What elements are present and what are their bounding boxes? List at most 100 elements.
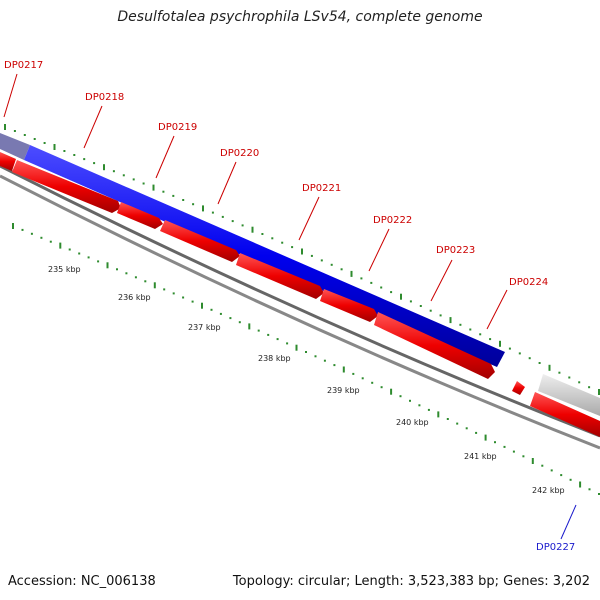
tick-lower-31 — [305, 351, 307, 353]
forward-strand-features — [0, 133, 600, 416]
gene-label-dp0219[interactable]: DP0219 — [158, 122, 197, 133]
tick-upper-57 — [568, 376, 571, 379]
tick-lower-28 — [276, 338, 279, 341]
tick-upper-2 — [23, 134, 26, 136]
gene-label-dp0217[interactable]: DP0217 — [4, 60, 43, 71]
gene-label-dp0223[interactable]: DP0223 — [436, 245, 475, 256]
tick-lower-48 — [465, 427, 468, 430]
callout-line-dp0222 — [368, 228, 390, 272]
tick-lower-39 — [380, 386, 383, 389]
tick-upper-34 — [340, 268, 343, 271]
tick-upper-18 — [182, 199, 185, 201]
tick-upper-49 — [489, 338, 492, 341]
callout-line-dp0223 — [430, 259, 453, 302]
gene-feature-blue[interactable] — [24, 145, 505, 367]
tick-upper-13 — [132, 178, 135, 181]
tick-upper-27 — [271, 237, 274, 240]
scale-label-241: 241 kbp — [464, 452, 497, 461]
tick-lower-59 — [569, 478, 572, 481]
tick-upper-47 — [469, 328, 472, 331]
tick-lower-40 — [390, 388, 393, 395]
tick-lower-44 — [427, 408, 430, 411]
tick-upper-22 — [221, 215, 224, 218]
tick-lower-22 — [219, 312, 222, 315]
genome-summary-text: Topology: circular; Length: 3,523,383 bp… — [232, 574, 590, 589]
tick-upper-56 — [558, 371, 561, 374]
tick-upper-30 — [301, 248, 303, 255]
tick-lower-53 — [512, 450, 515, 453]
gene-feature-red-5[interactable] — [236, 253, 324, 299]
gene-feature-red-1[interactable] — [0, 152, 16, 171]
tick-lower-36 — [352, 372, 355, 375]
gene-feature-red-6[interactable] — [320, 289, 378, 322]
tick-upper-58 — [578, 381, 581, 384]
tick-lower-46 — [446, 418, 449, 420]
gene-feature-red-8[interactable] — [512, 381, 525, 395]
tick-row-upper — [4, 124, 600, 395]
backbone-outer-line — [0, 164, 600, 438]
tick-lower-49 — [475, 431, 478, 434]
tick-upper-48 — [479, 333, 482, 336]
tick-lower-32 — [314, 355, 317, 358]
gene-label-dp0224[interactable]: DP0224 — [509, 277, 548, 288]
tick-lower-26 — [257, 329, 260, 332]
tick-upper-1 — [13, 130, 16, 132]
tick-lower-9 — [97, 260, 100, 263]
tick-upper-10 — [103, 164, 105, 171]
callout-line-dp0224 — [486, 289, 508, 330]
gene-dp0217-feature-fade[interactable] — [0, 133, 30, 160]
tick-upper-43 — [429, 309, 432, 312]
gene-label-dp0222[interactable]: DP0222 — [373, 215, 412, 226]
tick-upper-14 — [142, 182, 145, 185]
tick-upper-40 — [400, 293, 402, 300]
tick-upper-32 — [320, 259, 323, 262]
callout-line-dp0221 — [298, 196, 320, 241]
tick-upper-55 — [548, 364, 551, 371]
tick-upper-29 — [291, 246, 294, 249]
genome-title: Desulfotalea psychrophila LSv54, complet… — [117, 9, 483, 25]
tick-upper-37 — [370, 281, 373, 284]
tick-lower-15 — [153, 282, 156, 289]
tick-upper-41 — [409, 300, 412, 303]
tick-upper-31 — [310, 254, 313, 257]
callout-line-dp0217 — [3, 73, 18, 118]
tick-lower-51 — [494, 441, 496, 444]
gene-label-dp0218[interactable]: DP0218 — [85, 92, 124, 103]
tick-upper-38 — [380, 286, 383, 289]
gene-feature-red-9[interactable] — [530, 392, 600, 437]
tick-lower-56 — [541, 464, 544, 467]
gene-feature-red-4[interactable] — [160, 220, 240, 262]
tick-upper-35 — [350, 270, 353, 277]
tick-lower-62 — [598, 493, 600, 495]
gene-feature-grey[interactable] — [538, 374, 600, 416]
tick-lower-0 — [12, 223, 14, 229]
backbone-inner-line — [0, 174, 600, 450]
tick-lower-2 — [30, 232, 33, 235]
gene-label-dp0227[interactable]: DP0227 — [536, 542, 575, 553]
gene-feature-red-7[interactable] — [374, 312, 495, 379]
tick-upper-44 — [439, 314, 442, 317]
tick-lower-7 — [78, 252, 81, 255]
gene-label-dp0221[interactable]: DP0221 — [302, 183, 341, 194]
tick-lower-16 — [163, 288, 166, 291]
tick-upper-17 — [172, 194, 175, 197]
tick-lower-4 — [49, 240, 52, 243]
gene-label-dp0220[interactable]: DP0220 — [220, 148, 259, 159]
scale-label-242: 242 kbp — [532, 486, 565, 495]
tick-upper-25 — [251, 226, 254, 233]
tick-lower-52 — [503, 445, 506, 448]
gene-feature-red-3[interactable] — [117, 202, 163, 229]
tick-upper-24 — [241, 224, 244, 227]
callout-line-dp0227 — [560, 504, 577, 540]
callout-line-dp0220 — [217, 161, 237, 205]
tick-lower-27 — [267, 333, 270, 336]
reverse-strand-features — [0, 152, 600, 437]
gene-feature-red-2[interactable] — [12, 160, 121, 213]
tick-lower-45 — [437, 411, 440, 418]
tick-lower-21 — [210, 308, 213, 311]
tick-upper-54 — [538, 362, 541, 364]
tick-upper-3 — [33, 138, 36, 140]
tick-lower-25 — [248, 323, 251, 330]
tick-lower-38 — [371, 381, 374, 384]
